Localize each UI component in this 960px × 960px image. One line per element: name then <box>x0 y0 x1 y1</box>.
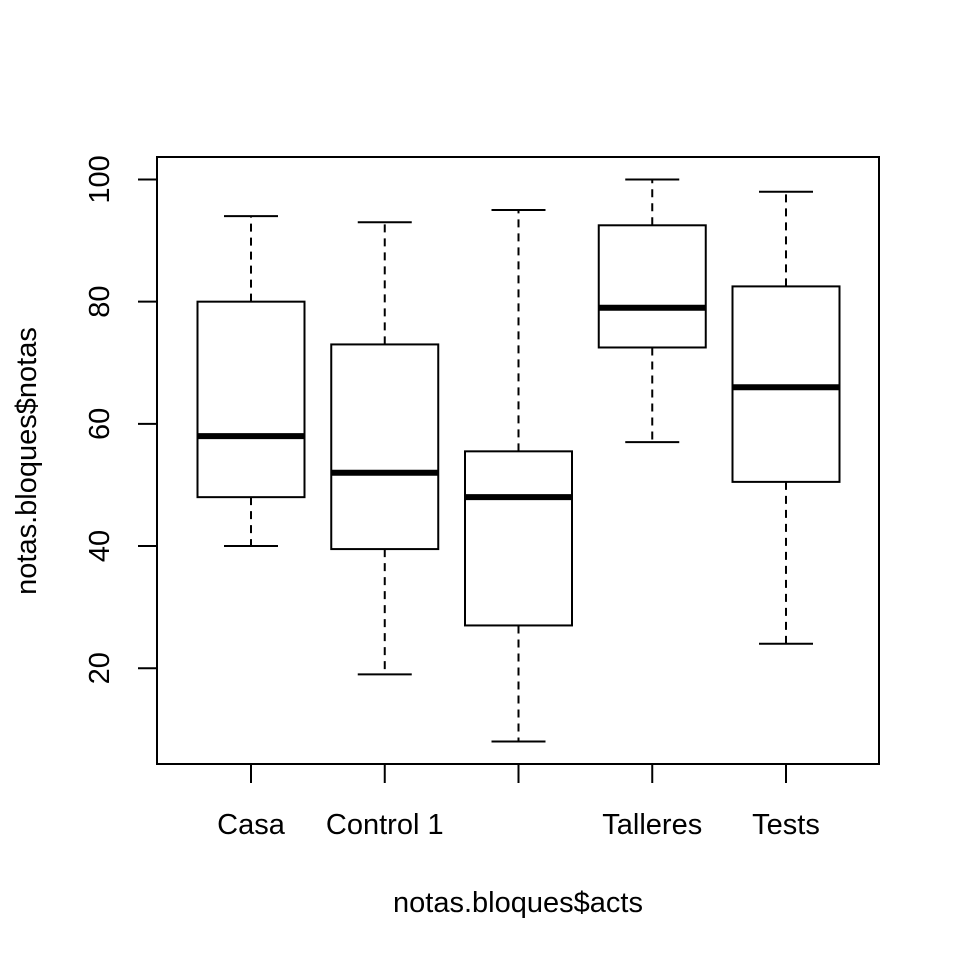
x-tick-label: Casa <box>217 809 286 841</box>
y-tick-label: 20 <box>84 652 116 684</box>
boxes-layer <box>196 178 841 743</box>
x-tick-label: Talleres <box>602 809 702 841</box>
y-axis: 20 40 60 80 100 <box>84 155 158 684</box>
x-axis: Casa Control 1 Talleres Tests <box>217 764 820 841</box>
box-group <box>464 209 573 743</box>
x-axis-title: notas.bloques$acts <box>393 887 643 919</box>
box-iqr <box>196 300 306 499</box>
y-tick-label: 100 <box>84 155 116 203</box>
box-group <box>597 178 707 444</box>
x-tick-label: Control 1 <box>326 809 444 841</box>
box-iqr <box>597 224 707 349</box>
x-tick-label: Tests <box>752 809 820 841</box>
box-iqr <box>731 285 841 483</box>
box-group <box>330 221 440 676</box>
y-tick-label: 60 <box>84 408 116 440</box>
y-tick-label: 80 <box>84 286 116 318</box>
box-iqr <box>464 450 573 627</box>
y-axis-title: notas.bloques$notas <box>11 327 43 595</box>
box-iqr <box>330 343 440 551</box>
box-group <box>731 190 841 645</box>
box-group <box>196 215 306 548</box>
y-tick-label: 40 <box>84 530 116 562</box>
